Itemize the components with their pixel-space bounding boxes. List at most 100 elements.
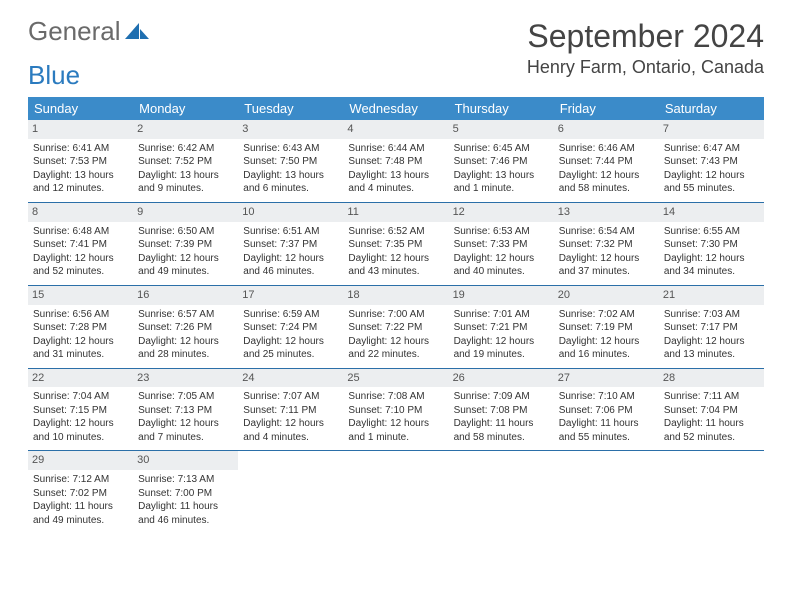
sunset-text: Sunset: 7:10 PM [348, 404, 443, 418]
calendar-cell: 5 Sunrise: 6:45 AMSunset: 7:46 PMDaylight… [449, 120, 554, 202]
calendar-cell: 29Sunrise: 7:12 AMSunset: 7:02 PMDayligh… [28, 451, 133, 533]
calendar-cell: 8Sunrise: 6:48 AMSunset: 7:41 PMDaylight… [28, 202, 133, 285]
daylight-text: Daylight: 12 hours and 7 minutes. [138, 417, 233, 444]
calendar-cell: 23Sunrise: 7:05 AMSunset: 7:13 PMDayligh… [133, 368, 238, 451]
month-title: September 2024 [527, 18, 764, 55]
calendar-cell: 17Sunrise: 6:59 AMSunset: 7:24 PMDayligh… [238, 285, 343, 368]
daylight-text: Daylight: 12 hours and 16 minutes. [559, 335, 654, 362]
calendar-row: 22Sunrise: 7:04 AMSunset: 7:15 PMDayligh… [28, 368, 764, 451]
sunset-text: Sunset: 7:08 PM [454, 404, 549, 418]
day-number: 1 [28, 120, 133, 139]
daylight-text: Daylight: 12 hours and 49 minutes. [138, 252, 233, 279]
daylight-text: Daylight: 12 hours and 28 minutes. [138, 335, 233, 362]
day-number: 26 [449, 369, 554, 388]
calendar-cell: 14Sunrise: 6:55 AMSunset: 7:30 PMDayligh… [659, 202, 764, 285]
day-number: 8 [28, 203, 133, 222]
day-number: 2 [133, 120, 238, 139]
sunrise-text: Sunrise: 6:51 AM [243, 225, 338, 239]
sunset-text: Sunset: 7:50 PM [243, 155, 338, 169]
day-number: 16 [133, 286, 238, 305]
calendar-cell: 28Sunrise: 7:11 AMSunset: 7:04 PMDayligh… [659, 368, 764, 451]
day-number: 28 [659, 369, 764, 388]
calendar-cell [554, 451, 659, 533]
sunrise-text: Sunrise: 6:53 AM [454, 225, 549, 239]
sunrise-text: Sunrise: 6:52 AM [348, 225, 443, 239]
sunset-text: Sunset: 7:44 PM [559, 155, 654, 169]
sunrise-text: Sunrise: 6:46 AM [559, 142, 654, 156]
day-number: 21 [659, 286, 764, 305]
calendar-cell: 15 Sunrise: 6:56 AMSunset: 7:28 PMDayligh… [28, 285, 133, 368]
sunrise-text: Sunrise: 6:45 AM [454, 142, 549, 156]
day-number: 14 [659, 203, 764, 222]
daylight-text: Daylight: 11 hours and 49 minutes. [33, 500, 128, 527]
calendar-cell: 18Sunrise: 7:00 AMSunset: 7:22 PMDayligh… [343, 285, 448, 368]
weekday-header: Wednesday [343, 97, 448, 120]
calendar-cell [449, 451, 554, 533]
daylight-text: Daylight: 12 hours and 19 minutes. [454, 335, 549, 362]
sunset-text: Sunset: 7:48 PM [348, 155, 443, 169]
sunset-text: Sunset: 7:30 PM [664, 238, 759, 252]
calendar-cell: 7Sunrise: 6:47 AMSunset: 7:43 PMDaylight… [659, 120, 764, 202]
sunset-text: Sunset: 7:35 PM [348, 238, 443, 252]
day-number: 24 [238, 369, 343, 388]
calendar-cell: 6Sunrise: 6:46 AMSunset: 7:44 PMDaylight… [554, 120, 659, 202]
sunrise-text: Sunrise: 7:10 AM [559, 390, 654, 404]
calendar-row: 1Sunrise: 6:41 AMSunset: 7:53 PMDaylight… [28, 120, 764, 202]
day-number: 11 [343, 203, 448, 222]
daylight-text: Daylight: 11 hours and 52 minutes. [664, 417, 759, 444]
daylight-text: Daylight: 12 hours and 43 minutes. [348, 252, 443, 279]
day-number: 15 [28, 286, 133, 305]
sunrise-text: Sunrise: 6:47 AM [664, 142, 759, 156]
sunset-text: Sunset: 7:00 PM [138, 487, 233, 501]
weekday-header: Friday [554, 97, 659, 120]
sunrise-text: Sunrise: 6:48 AM [33, 225, 128, 239]
sunset-text: Sunset: 7:28 PM [33, 321, 128, 335]
sunset-text: Sunset: 7:21 PM [454, 321, 549, 335]
sunset-text: Sunset: 7:46 PM [454, 155, 549, 169]
daylight-text: Daylight: 13 hours and 1 minute. [454, 169, 549, 196]
weekday-header: Saturday [659, 97, 764, 120]
day-number: 30 [133, 451, 238, 470]
sunrise-text: Sunrise: 6:59 AM [243, 308, 338, 322]
sunrise-text: Sunrise: 7:07 AM [243, 390, 338, 404]
sunrise-text: Sunrise: 6:43 AM [243, 142, 338, 156]
daylight-text: Daylight: 11 hours and 46 minutes. [138, 500, 233, 527]
sunrise-text: Sunrise: 7:05 AM [138, 390, 233, 404]
daylight-text: Daylight: 12 hours and 25 minutes. [243, 335, 338, 362]
daylight-text: Daylight: 13 hours and 4 minutes. [348, 169, 443, 196]
sunrise-text: Sunrise: 6:56 AM [33, 308, 128, 322]
sunset-text: Sunset: 7:19 PM [559, 321, 654, 335]
sunrise-text: Sunrise: 7:13 AM [138, 473, 233, 487]
calendar-cell: 24Sunrise: 7:07 AMSunset: 7:11 PMDayligh… [238, 368, 343, 451]
day-number: 22 [28, 369, 133, 388]
sunrise-text: Sunrise: 6:57 AM [138, 308, 233, 322]
daylight-text: Daylight: 12 hours and 55 minutes. [664, 169, 759, 196]
day-number: 3 [238, 120, 343, 139]
calendar-cell: 10Sunrise: 6:51 AMSunset: 7:37 PMDayligh… [238, 202, 343, 285]
sunset-text: Sunset: 7:04 PM [664, 404, 759, 418]
daylight-text: Daylight: 13 hours and 9 minutes. [138, 169, 233, 196]
daylight-text: Daylight: 12 hours and 37 minutes. [559, 252, 654, 279]
calendar-cell: 4Sunrise: 6:44 AMSunset: 7:48 PMDaylight… [343, 120, 448, 202]
sunrise-text: Sunrise: 6:42 AM [138, 142, 233, 156]
calendar-cell: 3Sunrise: 6:43 AMSunset: 7:50 PMDaylight… [238, 120, 343, 202]
sunrise-text: Sunrise: 7:04 AM [33, 390, 128, 404]
sunrise-text: Sunrise: 6:41 AM [33, 142, 128, 156]
sunset-text: Sunset: 7:39 PM [138, 238, 233, 252]
day-number: 19 [449, 286, 554, 305]
day-number: 4 [343, 120, 448, 139]
calendar-cell: 21Sunrise: 7:03 AMSunset: 7:17 PMDayligh… [659, 285, 764, 368]
daylight-text: Daylight: 12 hours and 40 minutes. [454, 252, 549, 279]
sunrise-text: Sunrise: 7:01 AM [454, 308, 549, 322]
brand-logo: General [28, 18, 151, 44]
day-number: 5 [449, 120, 554, 139]
calendar-cell: 30 Sunrise: 7:13 AMSunset: 7:00 PMDayligh… [133, 451, 238, 533]
sunset-text: Sunset: 7:17 PM [664, 321, 759, 335]
daylight-text: Daylight: 13 hours and 12 minutes. [33, 169, 128, 196]
day-number: 13 [554, 203, 659, 222]
sunset-text: Sunset: 7:33 PM [454, 238, 549, 252]
daylight-text: Daylight: 12 hours and 31 minutes. [33, 335, 128, 362]
calendar-row: 15Sunrise: 6:56 AMSunset: 7:28 PMDayligh… [28, 285, 764, 368]
sunrise-text: Sunrise: 7:09 AM [454, 390, 549, 404]
calendar-cell: 22Sunrise: 7:04 AMSunset: 7:15 PMDayligh… [28, 368, 133, 451]
